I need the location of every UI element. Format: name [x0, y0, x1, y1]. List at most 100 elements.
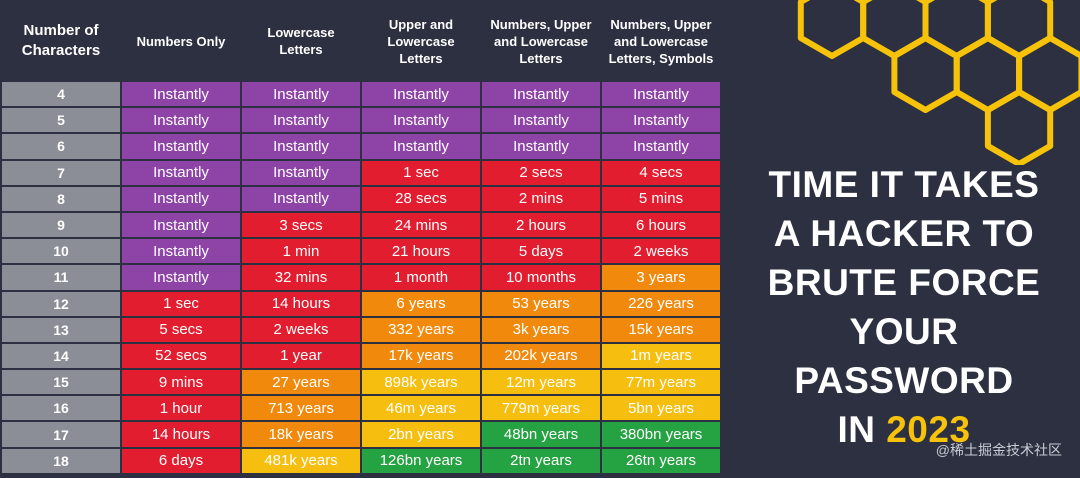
- table-row: 6 Instantly Instantly Instantly Instantly Ins…: [2, 134, 720, 159]
- time-cell: 27 years: [242, 370, 360, 395]
- table-header-row: Number of Characters Numbers Only Lowercase…: [2, 2, 720, 80]
- column-header-3: Upper and Lowercase Letters: [362, 2, 480, 80]
- time-cell: 77m years: [602, 370, 720, 395]
- time-cell: 1m years: [602, 343, 720, 369]
- time-cell: 2 weeks: [602, 239, 720, 264]
- time-cell: Instantly: [122, 134, 240, 159]
- table-body: 4 Instantly Instantly Instantly Instantly Ins…: [2, 82, 720, 473]
- time-cell: 6 years: [362, 291, 480, 316]
- table-row: 8 Instantly Instantly 28 secs 2 mins 5 mins: [2, 186, 720, 211]
- table-row: 11 Instantly 32 mins 1 month 10 months 3 year…: [2, 265, 720, 290]
- time-cell: 6 hours: [602, 212, 720, 238]
- time-cell: 9 mins: [122, 370, 240, 395]
- time-cell: 2 secs: [482, 160, 600, 185]
- time-cell: 2bn years: [362, 422, 480, 447]
- time-cell: 1 year: [242, 343, 360, 369]
- time-cell: 1 hour: [122, 396, 240, 421]
- time-cell: 2 mins: [482, 186, 600, 211]
- time-cell: Instantly: [602, 82, 720, 107]
- time-cell: Instantly: [122, 186, 240, 211]
- honeycomb-graphic: [797, 0, 1080, 165]
- table-row: 10 Instantly 1 min 21 hours 5 days 2 weeks: [2, 239, 720, 264]
- time-cell: 2tn years: [482, 448, 600, 473]
- time-cell: 1 sec: [122, 291, 240, 316]
- time-cell: 5bn years: [602, 396, 720, 421]
- character-count-cell: 10: [2, 239, 120, 264]
- header-number-of-characters: Number of Characters: [2, 2, 120, 80]
- honeycomb-cell: [860, 0, 929, 59]
- watermark: @稀土掘金技术社区: [935, 442, 1062, 458]
- character-count-cell: 14: [2, 343, 120, 369]
- time-cell: 2 weeks: [242, 317, 360, 342]
- time-cell: 779m years: [482, 396, 600, 421]
- time-cell: Instantly: [122, 212, 240, 238]
- time-cell: Instantly: [362, 108, 480, 133]
- time-cell: 713 years: [242, 396, 360, 421]
- time-cell: Instantly: [602, 108, 720, 133]
- time-cell: 202k years: [482, 343, 600, 369]
- time-cell: Instantly: [362, 134, 480, 159]
- time-cell: 24 mins: [362, 212, 480, 238]
- time-cell: Instantly: [602, 134, 720, 159]
- time-cell: 6 days: [122, 448, 240, 473]
- character-count-cell: 4: [2, 82, 120, 107]
- time-cell: Instantly: [122, 108, 240, 133]
- table-row: 14 52 secs 1 year 17k years 202k years 1m yea…: [2, 343, 720, 369]
- table-row: 12 1 sec 14 hours 6 years 53 years 226 years: [2, 291, 720, 316]
- time-cell: 14 hours: [122, 422, 240, 447]
- time-cell: 1 month: [362, 265, 480, 290]
- character-count-cell: 18: [2, 448, 120, 473]
- time-cell: 5 days: [482, 239, 600, 264]
- honeycomb-cell: [922, 0, 991, 59]
- honeycomb-cell: [984, 0, 1054, 59]
- time-cell: Instantly: [242, 160, 360, 185]
- time-cell: 12m years: [482, 370, 600, 395]
- time-cell: 332 years: [362, 317, 480, 342]
- time-cell: 26tn years: [602, 448, 720, 473]
- time-cell: 53 years: [482, 291, 600, 316]
- password-time-table: Number of Characters Numbers Only Lowercase…: [2, 2, 720, 473]
- time-cell: 10 months: [482, 265, 600, 290]
- time-cell: 14 hours: [242, 291, 360, 316]
- time-cell: 481k years: [242, 448, 360, 473]
- time-cell: Instantly: [122, 265, 240, 290]
- honeycomb-cell: [984, 89, 1054, 165]
- time-cell: Instantly: [242, 82, 360, 107]
- time-cell: 5 secs: [122, 317, 240, 342]
- table-row: 9 Instantly 3 secs 24 mins 2 hours 6 hours: [2, 212, 720, 238]
- time-cell: 380bn years: [602, 422, 720, 447]
- column-header-5: Numbers, Upper and Lowercase Letters, Symb…: [602, 2, 720, 80]
- time-cell: Instantly: [242, 108, 360, 133]
- character-count-cell: 9: [2, 212, 120, 238]
- time-cell: Instantly: [122, 239, 240, 264]
- time-cell: 2 hours: [482, 212, 600, 238]
- headline: TIME IT TAKES A HACKER TO BRUTE FORCE YO…: [728, 160, 1080, 454]
- time-cell: Instantly: [482, 82, 600, 107]
- headline-line: PASSWORD: [794, 360, 1014, 401]
- time-cell: 226 years: [602, 291, 720, 316]
- time-cell: 18k years: [242, 422, 360, 447]
- character-count-cell: 5: [2, 108, 120, 133]
- time-cell: Instantly: [242, 186, 360, 211]
- headline-line: BRUTE FORCE: [767, 262, 1041, 303]
- table-row: 16 1 hour 713 years 46m years 779m years 5bn …: [2, 396, 720, 421]
- headline-year: 2023: [886, 409, 971, 450]
- character-count-cell: 17: [2, 422, 120, 447]
- time-cell: Instantly: [242, 134, 360, 159]
- character-count-cell: 6: [2, 134, 120, 159]
- time-cell: Instantly: [482, 134, 600, 159]
- time-cell: 17k years: [362, 343, 480, 369]
- time-cell: 32 mins: [242, 265, 360, 290]
- time-cell: 46m years: [362, 396, 480, 421]
- character-count-cell: 13: [2, 317, 120, 342]
- brute-force-table: Number of Characters Numbers Only Lowercase…: [2, 2, 720, 473]
- time-cell: 898k years: [362, 370, 480, 395]
- table-row: 7 Instantly Instantly 1 sec 2 secs 4 secs: [2, 160, 720, 185]
- time-cell: 1 sec: [362, 160, 480, 185]
- table-row: 15 9 mins 27 years 898k years 12m years 77m y…: [2, 370, 720, 395]
- time-cell: 52 secs: [122, 343, 240, 369]
- honeycomb-cell: [891, 35, 960, 113]
- headline-line: IN 2023: [728, 405, 1080, 454]
- column-header-1: Numbers Only: [122, 2, 240, 80]
- character-count-cell: 15: [2, 370, 120, 395]
